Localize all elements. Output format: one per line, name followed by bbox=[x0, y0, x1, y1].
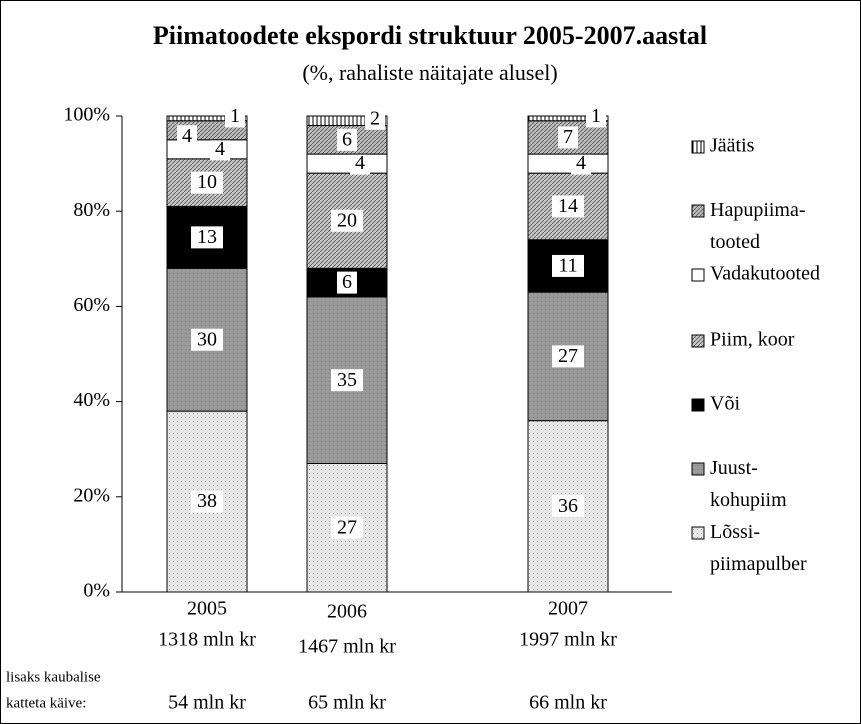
value-label: 4 bbox=[215, 138, 225, 160]
value-label: 4 bbox=[576, 152, 586, 174]
value-label-bg bbox=[191, 226, 223, 249]
value-label-bg bbox=[191, 171, 223, 194]
chart-subtitle: (%, rahaliste näitajate alusel) bbox=[302, 60, 557, 85]
y-tick-label: 40% bbox=[73, 389, 110, 411]
bar-segment bbox=[306, 153, 388, 174]
legend-label: Juust-kohupiim bbox=[710, 457, 787, 511]
value-label-bg bbox=[225, 105, 245, 128]
value-label: 27 bbox=[558, 345, 578, 367]
extra-turnover: 54 mln kr bbox=[168, 692, 246, 714]
value-label: 6 bbox=[342, 271, 352, 293]
x-tick-label: 2005 bbox=[187, 598, 227, 620]
value-label-bg bbox=[331, 369, 363, 392]
value-label: 6 bbox=[342, 128, 352, 150]
value-label-bg bbox=[337, 128, 357, 151]
note: lisaks kaubalise bbox=[6, 669, 101, 685]
value-label: 30 bbox=[197, 328, 217, 350]
value-label-bg bbox=[558, 126, 578, 149]
legend-label: Vadakutooted bbox=[710, 263, 820, 285]
legend-swatch bbox=[691, 334, 705, 348]
value-label: 11 bbox=[558, 255, 577, 277]
note: katteta käive: bbox=[6, 695, 86, 711]
value-label: 38 bbox=[197, 490, 217, 512]
value-label-bg bbox=[586, 105, 606, 128]
value-label-bg bbox=[177, 125, 197, 148]
value-label: 4 bbox=[182, 125, 192, 147]
legend-label: Piim, koor bbox=[710, 329, 795, 351]
chart-title: Piimatoodete ekspordi struktuur 2005-200… bbox=[153, 21, 707, 50]
value-label: 20 bbox=[337, 209, 357, 231]
bar-segment bbox=[306, 115, 388, 127]
bar-segment bbox=[166, 115, 248, 122]
y-tick-label: 20% bbox=[73, 484, 110, 506]
legend-swatch bbox=[691, 462, 705, 476]
value-label-bg bbox=[571, 152, 591, 175]
value-label-bg bbox=[191, 328, 223, 351]
x-tick-label: 2007 bbox=[548, 598, 588, 620]
legend-swatch bbox=[691, 140, 705, 154]
bar-segment bbox=[527, 153, 609, 174]
value-label-bg bbox=[552, 495, 584, 518]
y-tick-label: 100% bbox=[63, 104, 110, 126]
value-label: 1 bbox=[591, 105, 601, 127]
value-label-bg bbox=[552, 254, 584, 277]
value-label-bg bbox=[365, 107, 385, 130]
value-label-bg bbox=[331, 516, 363, 539]
value-label: 35 bbox=[337, 369, 357, 391]
value-label: 27 bbox=[337, 516, 357, 538]
value-label: 36 bbox=[558, 495, 578, 517]
category-total: 1997 mln kr bbox=[519, 629, 617, 651]
legend-swatch bbox=[691, 204, 705, 218]
value-label-bg bbox=[350, 152, 370, 175]
extra-turnover: 65 mln kr bbox=[308, 692, 386, 714]
value-label-bg bbox=[337, 271, 357, 294]
category-total: 1467 mln kr bbox=[298, 636, 396, 658]
category-total: 1318 mln kr bbox=[158, 629, 256, 651]
legend-label: Hapupiima-tooted bbox=[710, 199, 806, 253]
legend-label: Lõssi-piimapulber bbox=[710, 521, 807, 575]
value-label-bg bbox=[552, 195, 584, 218]
y-tick-label: 80% bbox=[73, 199, 110, 221]
value-label-bg bbox=[552, 345, 584, 368]
value-label-bg bbox=[210, 138, 230, 161]
value-label: 1 bbox=[230, 105, 240, 127]
value-label: 2 bbox=[370, 107, 380, 129]
value-label: 7 bbox=[563, 126, 573, 148]
value-label: 13 bbox=[197, 226, 217, 248]
legend-swatch bbox=[691, 398, 705, 412]
legend-label: Jäätis bbox=[710, 135, 755, 157]
extra-turnover: 66 mln kr bbox=[529, 692, 607, 714]
value-label-bg bbox=[331, 209, 363, 232]
y-tick-label: 0% bbox=[83, 580, 110, 602]
legend-swatch bbox=[691, 526, 705, 540]
legend-label: Või bbox=[710, 393, 740, 415]
legend-swatch bbox=[691, 268, 705, 282]
bar-segment bbox=[527, 115, 609, 122]
x-tick-label: 2006 bbox=[327, 601, 367, 623]
y-tick-label: 60% bbox=[73, 294, 110, 316]
value-label: 14 bbox=[558, 195, 578, 217]
value-label: 10 bbox=[197, 171, 217, 193]
value-label-bg bbox=[191, 490, 223, 513]
value-label: 4 bbox=[355, 152, 365, 174]
